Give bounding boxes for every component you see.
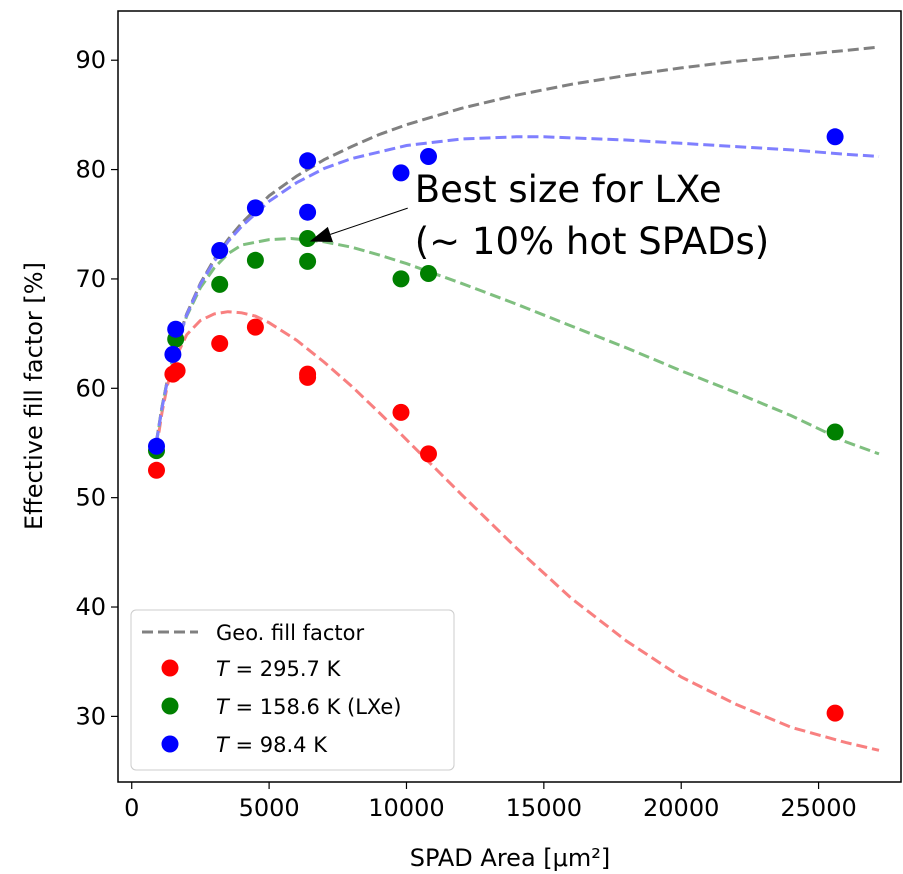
data-point-series-1 xyxy=(826,704,844,722)
y-tick-label: 70 xyxy=(75,265,106,293)
y-tick-label: 50 xyxy=(75,484,106,512)
fit-line-series-1 xyxy=(155,310,880,752)
y-axis-ticks: 30 40 50 60 70 80 90 xyxy=(75,46,118,730)
x-tick-label: 5000 xyxy=(239,794,300,822)
legend-label: T = 158.6 K (LXe) xyxy=(216,695,401,719)
legend-label: Geo. fill factor xyxy=(216,621,364,645)
legend-label: T = 295.7 K xyxy=(216,657,342,681)
x-tick-label: 15000 xyxy=(506,794,582,822)
annotation: Best size for LXe (~ 10% hot SPADs) xyxy=(309,168,770,263)
data-point-series-2 xyxy=(392,270,410,288)
data-point-series-3 xyxy=(164,345,182,363)
data-point-series-2 xyxy=(211,275,229,293)
y-tick-label: 80 xyxy=(75,156,106,184)
x-axis-label: SPAD Area [μm²] xyxy=(410,844,611,872)
data-point-series-3 xyxy=(167,320,185,338)
legend-dot-marker xyxy=(161,735,179,753)
y-tick-label: 40 xyxy=(75,593,106,621)
data-point-series-3 xyxy=(420,148,437,165)
x-tick-label: 25000 xyxy=(780,794,856,822)
annotation-line-2: (~ 10% hot SPADs) xyxy=(415,220,770,263)
data-point-series-3 xyxy=(299,203,317,221)
data-point-series-2 xyxy=(299,252,317,270)
data-point-series-1 xyxy=(148,461,165,479)
x-tick-label: 10000 xyxy=(368,794,444,822)
data-point-series-2 xyxy=(826,423,844,441)
y-axis-label: Effective fill factor [%] xyxy=(20,262,48,530)
fit-line-series-2 xyxy=(155,236,880,456)
data-point-series-3 xyxy=(246,199,264,217)
fit-line-series-3 xyxy=(155,135,880,443)
data-point-series-3 xyxy=(211,242,229,259)
x-tick-label: 0 xyxy=(124,794,139,822)
legend-box xyxy=(130,609,455,771)
legend-label: T = 98.4 K xyxy=(216,733,328,757)
data-point-series-3 xyxy=(299,152,317,170)
legend-dot-marker xyxy=(161,697,179,715)
data-point-series-2 xyxy=(246,251,264,269)
y-tick-label: 30 xyxy=(75,702,106,730)
annotation-line-1: Best size for LXe xyxy=(415,168,722,211)
data-point-series-1 xyxy=(420,445,437,463)
fit-lines xyxy=(155,45,880,752)
legend: Geo. fill factor T = 295.7 K T = 158.6 K (… xyxy=(130,609,455,771)
data-point-series-1 xyxy=(299,368,317,386)
data-point-series-3 xyxy=(826,128,844,146)
data-point-series-3 xyxy=(148,437,165,455)
annotation-arrow-line xyxy=(330,207,408,235)
data-point-series-1 xyxy=(246,318,264,336)
data-point-series-1 xyxy=(392,403,410,421)
data-point-series-1 xyxy=(211,335,229,352)
legend-dot-marker xyxy=(161,659,179,677)
data-point-series-2 xyxy=(420,265,437,282)
plot-frame xyxy=(117,10,902,783)
annotation-arrow-head xyxy=(309,226,333,242)
data-point-series-1 xyxy=(168,362,186,380)
data-point-series-2 xyxy=(299,230,317,247)
y-tick-label: 90 xyxy=(75,46,106,74)
geo-fill-factor-line xyxy=(155,45,880,442)
data-point-series-3 xyxy=(392,164,410,182)
data-points xyxy=(148,128,844,722)
x-axis-ticks: 0 5000 10000 15000 20000 25000 xyxy=(124,782,857,822)
y-tick-label: 60 xyxy=(75,374,106,402)
x-tick-label: 20000 xyxy=(643,794,719,822)
